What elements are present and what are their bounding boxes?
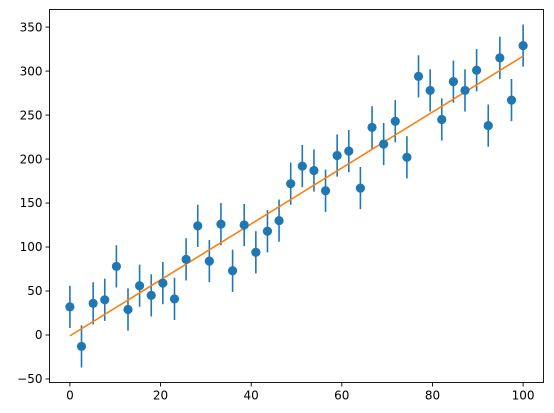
data-point [390,116,400,126]
data-point [332,150,342,161]
x-tick-label: 100 [512,389,535,403]
y-tick-label: 150 [20,196,43,210]
data-point [169,294,180,304]
data-point [286,179,296,189]
y-tick-label: 50 [27,284,42,298]
data-point [216,219,226,229]
fit-line [69,55,524,337]
chart-axes: 0 20 40 60 80 100 −50 0 50 100 150 200 250 300 350 [17,9,544,403]
data-point [506,95,517,105]
y-tick-label: 0 [35,328,43,342]
x-tick-label: 20 [153,389,168,403]
data-point [134,281,145,291]
data-point [402,152,412,162]
data-point [379,139,389,149]
chart-marks [65,24,528,368]
data-point [309,165,319,176]
data-point [448,77,459,87]
x-tick-label: 80 [425,389,440,403]
x-tick-label: 60 [334,389,349,403]
data-point [355,183,366,193]
data-point [262,226,273,236]
data-point [297,161,307,171]
data-point [158,278,168,288]
data-point [193,221,203,231]
data-point [111,261,121,271]
data-point [495,53,505,63]
data-point [437,114,447,125]
x-tick-label: 0 [66,389,74,403]
y-tick-label: 350 [20,20,43,34]
x-tick-label: 40 [244,389,259,403]
data-point [460,85,470,96]
data-point [472,65,482,75]
data-point [425,85,435,96]
data-point [146,290,156,301]
y-tick-label: 300 [20,64,43,78]
y-tick-label: −50 [17,372,42,386]
data-point [123,304,133,315]
y-tick-label: 250 [20,108,43,122]
data-point [518,40,528,51]
data-point [65,302,75,312]
data-point [239,220,249,230]
data-point [344,146,354,156]
data-point [227,266,238,276]
data-point [413,71,424,81]
data-point [204,256,214,266]
data-point [181,254,191,264]
data-point [483,121,493,131]
data-point [251,247,261,257]
plot-frame [49,9,544,383]
data-point [88,298,98,308]
data-point [76,341,87,352]
y-tick-label: 200 [20,152,43,166]
data-point [274,216,284,226]
y-tick-label: 100 [20,240,43,254]
data-point [100,295,110,305]
data-point [367,122,377,132]
data-point [320,186,331,196]
